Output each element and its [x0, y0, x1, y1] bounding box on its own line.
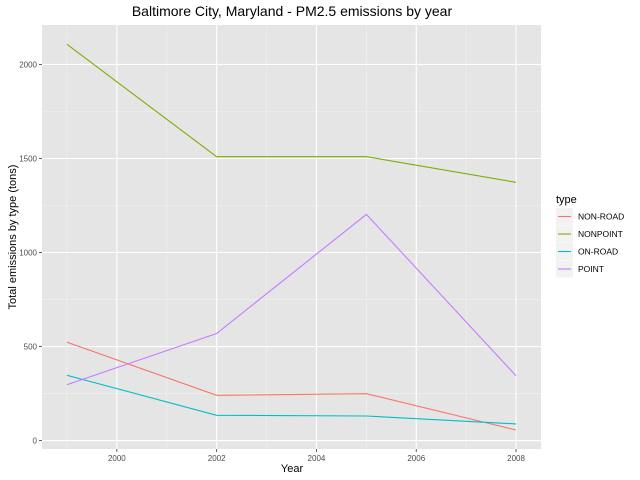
y-axis: 0 500 1000 1500 2000 — [19, 60, 42, 446]
x-tick-label: 2008 — [507, 454, 525, 463]
legend-label: NON-ROAD — [578, 212, 624, 222]
x-tick-label: 2000 — [108, 454, 126, 463]
x-tick-label: 2006 — [407, 454, 425, 463]
y-tick-label: 1500 — [19, 154, 37, 163]
series-line-on-road — [66, 374, 517, 425]
series-line-point — [66, 213, 517, 386]
y-tick-label: 500 — [24, 343, 38, 352]
chart-title: Baltimore City, Maryland - PM2.5 emissio… — [132, 3, 453, 19]
x-tick-label: 2004 — [308, 454, 326, 463]
major-gridlines — [42, 25, 541, 449]
series-line-nonpoint — [66, 43, 517, 183]
legend: type NON-ROAD NONPOINT ON-ROAD POINT — [556, 194, 624, 278]
x-tick-label: 2002 — [208, 454, 226, 463]
y-tick-label: 1000 — [19, 249, 37, 258]
legend-label: NONPOINT — [578, 229, 623, 239]
series-line-non-road — [66, 341, 517, 431]
x-axis-label: Year — [281, 463, 304, 475]
y-axis-label: Total emissions by type (tons) — [7, 165, 19, 310]
legend-label: ON-ROAD — [578, 247, 618, 257]
plot-panel — [42, 25, 541, 449]
legend-label: POINT — [578, 264, 604, 274]
minor-gridlines — [42, 25, 541, 449]
x-axis: 2000 2002 2004 2006 2008 — [108, 449, 525, 463]
y-tick-label: 2000 — [19, 60, 37, 69]
series-lines — [66, 43, 517, 431]
legend-title: type — [556, 194, 577, 206]
y-tick-label: 0 — [33, 437, 38, 446]
